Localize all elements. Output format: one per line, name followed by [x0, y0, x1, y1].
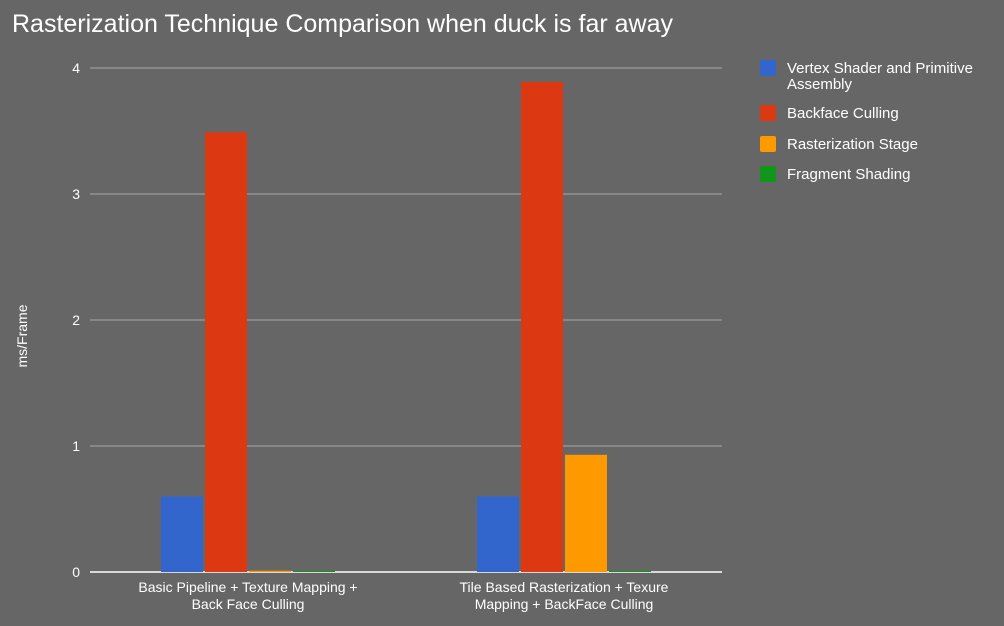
bar — [249, 570, 291, 572]
chart-title: Rasterization Technique Comparison when … — [12, 10, 673, 38]
bar — [565, 454, 607, 572]
x-category-label: Tile Based Rasterization + Texure Mapping… — [460, 579, 669, 612]
legend-label: Backface Culling — [787, 105, 899, 122]
y-tick-label: 3 — [72, 186, 80, 202]
bar — [477, 496, 519, 572]
legend-label: Vertex Shader and Primitive Assembly — [787, 60, 973, 93]
bar — [521, 81, 563, 573]
legend-label: Fragment Shading — [787, 166, 910, 183]
y-tick-label: 4 — [72, 60, 80, 76]
y-axis-label: ms/Frame — [14, 304, 30, 367]
legend-label: Rasterization Stage — [787, 136, 918, 153]
legend-swatch — [760, 136, 776, 152]
legend: Vertex Shader and Primitive Assembly Backf… — [760, 60, 973, 183]
bars — [161, 81, 651, 573]
legend-swatch — [760, 105, 776, 121]
bar — [293, 571, 335, 572]
legend-swatch — [760, 166, 776, 182]
bar — [205, 132, 247, 572]
y-ticks: 0 1 2 3 4 — [72, 60, 80, 580]
y-tick-label: 1 — [72, 438, 80, 454]
x-category-labels: Basic Pipeline + Texture Mapping + Back F… — [138, 579, 668, 612]
legend-swatch — [760, 60, 776, 76]
y-tick-label: 2 — [72, 312, 80, 328]
x-category-label: Basic Pipeline + Texture Mapping + Back F… — [138, 579, 357, 612]
y-tick-label: 0 — [72, 564, 80, 580]
bar — [609, 571, 651, 572]
bar — [161, 496, 203, 572]
